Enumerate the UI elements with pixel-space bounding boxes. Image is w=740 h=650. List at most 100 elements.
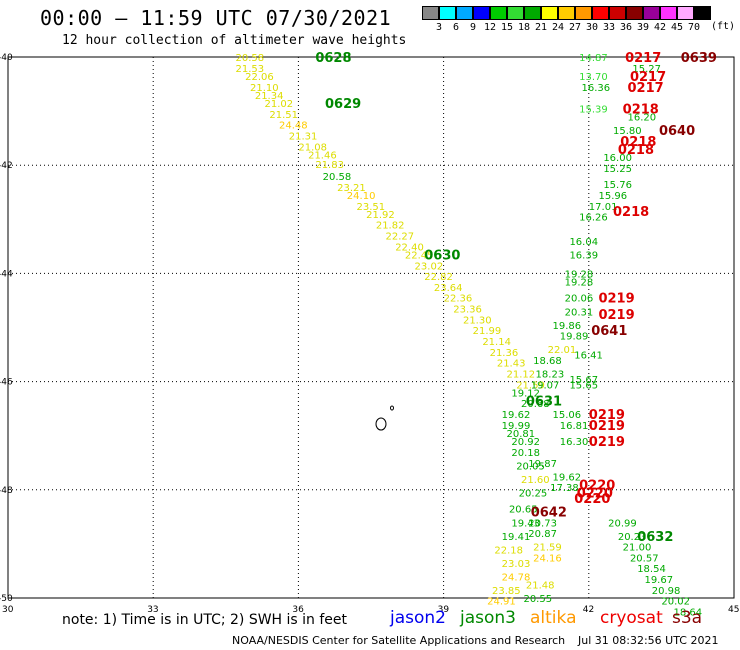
wave-height-label: 20.99 bbox=[608, 518, 637, 529]
track-time-label: 0639 bbox=[681, 51, 717, 66]
color-swatch bbox=[524, 6, 541, 20]
color-bar-tick: 42 bbox=[653, 22, 667, 33]
track-time-label: 0641 bbox=[591, 324, 627, 339]
wave-height-label: 22.82 bbox=[424, 272, 453, 283]
color-swatch bbox=[660, 6, 677, 20]
wave-height-label: 20.06 bbox=[565, 294, 594, 305]
wave-height-label: 15.80 bbox=[613, 126, 642, 137]
wave-height-label: 21.60 bbox=[521, 475, 550, 486]
y-tick-label: -46 bbox=[0, 378, 13, 388]
x-tick-label: 33 bbox=[147, 605, 158, 615]
track-time-label: 0218 bbox=[613, 205, 649, 220]
color-swatch bbox=[626, 6, 643, 20]
wave-height-label: 23.03 bbox=[502, 559, 531, 570]
y-tick-label: -48 bbox=[0, 486, 13, 496]
track-time-label: 0218 bbox=[620, 135, 656, 150]
wave-height-label: 20.55 bbox=[523, 594, 552, 605]
legend-item-jason2: jason2 bbox=[390, 608, 446, 628]
wave-height-label: 19.28 bbox=[565, 269, 594, 280]
footer-note: note: 1) Time is in UTC; 2) SWH is in fe… bbox=[62, 612, 348, 628]
color-bar-tick: 27 bbox=[568, 22, 582, 33]
legend-item-s3a: s3a bbox=[672, 608, 703, 628]
credit-line: NOAA/NESDIS Center for Satellite Applica… bbox=[232, 634, 566, 647]
wave-height-label: 21.12 bbox=[507, 369, 536, 380]
wave-height-label: 21.59 bbox=[516, 380, 545, 391]
wave-height-label: 24.48 bbox=[279, 121, 308, 132]
track-time-label: 0218 bbox=[623, 102, 659, 117]
wave-height-label: 21.46 bbox=[308, 150, 337, 161]
wave-height-label: 21.59 bbox=[533, 543, 562, 554]
color-bar-tick: 9 bbox=[469, 22, 477, 33]
track-time-label: 0640 bbox=[659, 124, 695, 139]
color-swatch bbox=[507, 6, 524, 20]
wave-height-label: 20.23 bbox=[618, 532, 647, 543]
track-time-label: 0219 bbox=[598, 308, 634, 323]
wave-height-label: 24.16 bbox=[533, 553, 562, 564]
wave-height-label: 22.36 bbox=[444, 294, 473, 305]
wave-height-label: 18.64 bbox=[674, 608, 703, 619]
track-time-label: 0219 bbox=[589, 435, 625, 450]
wave-height-label: 20.73 bbox=[528, 518, 557, 529]
wave-height-label: 19.41 bbox=[502, 532, 531, 543]
x-tick-label: 42 bbox=[583, 605, 594, 615]
color-bar-tick: 36 bbox=[619, 22, 633, 33]
color-bar-tick: 39 bbox=[636, 22, 650, 33]
wave-height-label: 22.01 bbox=[548, 345, 577, 356]
wave-height-label: 18.54 bbox=[637, 564, 666, 575]
wave-height-label: 22.45 bbox=[405, 250, 434, 261]
wave-height-label: 21.99 bbox=[473, 326, 502, 337]
wave-height-label: 24.10 bbox=[347, 191, 376, 202]
color-bar bbox=[422, 6, 711, 20]
wave-height-label: 21.82 bbox=[376, 221, 405, 232]
wave-height-label: 21.00 bbox=[623, 543, 652, 554]
wave-height-label: 23.36 bbox=[453, 305, 482, 316]
wave-height-label: 15.96 bbox=[598, 191, 627, 202]
wave-height-label: 19.07 bbox=[531, 380, 560, 391]
wave-height-label: 21.53 bbox=[235, 64, 264, 75]
color-swatch bbox=[422, 6, 439, 20]
wave-height-label: 18.68 bbox=[533, 356, 562, 367]
track-time-label: 0217 bbox=[628, 81, 664, 96]
wave-height-label: 20.02 bbox=[661, 597, 690, 608]
color-bar-tick: 3 bbox=[435, 22, 443, 33]
track-time-label: 0219 bbox=[598, 292, 634, 307]
legend-item-cryosat: cryosat bbox=[600, 608, 663, 628]
wave-height-label: 23.85 bbox=[492, 586, 521, 597]
wave-height-label: 24.91 bbox=[487, 597, 516, 608]
wave-height-label: 20.81 bbox=[507, 429, 536, 440]
wave-height-label: 21.83 bbox=[315, 160, 344, 171]
track-time-label: 0642 bbox=[531, 505, 567, 520]
wave-height-label: 18.23 bbox=[536, 369, 565, 380]
wave-height-label: 16.20 bbox=[628, 113, 657, 124]
y-tick-label: -44 bbox=[0, 269, 13, 279]
color-swatch bbox=[575, 6, 592, 20]
wave-height-label: 15.67 bbox=[569, 375, 598, 386]
color-swatch bbox=[473, 6, 490, 20]
wave-height-label: 15.25 bbox=[603, 164, 632, 175]
wave-height-label: 16.00 bbox=[603, 153, 632, 164]
wave-height-label: 19.87 bbox=[528, 459, 557, 470]
wave-height-label: 15.76 bbox=[603, 180, 632, 191]
wave-height-label: 22.40 bbox=[395, 242, 424, 253]
y-tick-label: -40 bbox=[0, 53, 13, 63]
y-tick-label: -42 bbox=[0, 161, 13, 171]
color-bar-tick: 21 bbox=[534, 22, 548, 33]
wave-height-label: 16.41 bbox=[574, 351, 603, 362]
wave-height-label: 19.62 bbox=[553, 472, 582, 483]
wave-height-label: 15.27 bbox=[632, 64, 661, 75]
track-time-label: 0628 bbox=[315, 51, 351, 66]
wave-height-label: 20.18 bbox=[511, 448, 540, 459]
x-tick-label: 30 bbox=[2, 605, 14, 615]
color-bar-tick: 70 bbox=[687, 22, 701, 33]
wave-height-label: 21.10 bbox=[250, 83, 279, 94]
track-time-label: 0217 bbox=[625, 51, 661, 66]
wave-height-label: 21.02 bbox=[265, 99, 294, 110]
island-shape bbox=[390, 405, 394, 411]
color-swatch bbox=[592, 6, 609, 20]
color-swatch bbox=[677, 6, 694, 20]
track-time-label: 0631 bbox=[526, 395, 562, 410]
wave-height-label: 20.57 bbox=[630, 553, 659, 564]
island-shape bbox=[375, 417, 387, 431]
wave-height-label: 21.08 bbox=[298, 142, 327, 153]
